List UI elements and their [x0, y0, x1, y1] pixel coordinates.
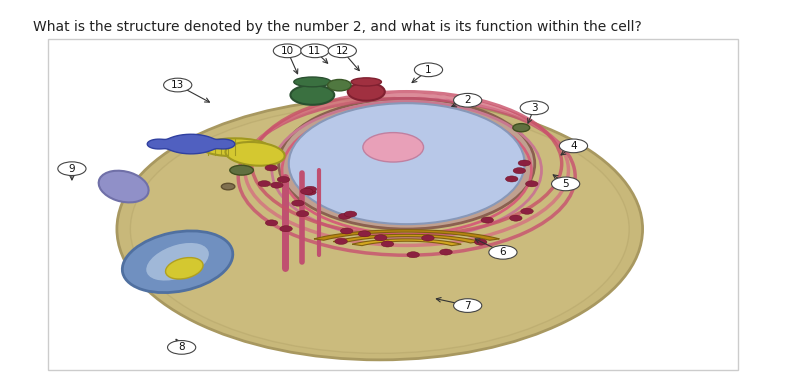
Circle shape — [278, 177, 290, 183]
Text: 11: 11 — [308, 46, 322, 56]
FancyBboxPatch shape — [49, 39, 738, 370]
Ellipse shape — [513, 124, 530, 132]
Circle shape — [506, 176, 518, 182]
Polygon shape — [333, 234, 480, 243]
Circle shape — [344, 211, 357, 217]
Circle shape — [551, 177, 580, 191]
Circle shape — [167, 340, 196, 354]
Circle shape — [340, 228, 353, 234]
Circle shape — [358, 231, 370, 237]
Text: 2: 2 — [464, 95, 471, 105]
Circle shape — [474, 239, 487, 245]
Circle shape — [338, 213, 351, 219]
Circle shape — [382, 241, 394, 247]
Ellipse shape — [278, 98, 534, 229]
Circle shape — [265, 165, 278, 171]
Ellipse shape — [289, 103, 525, 224]
Circle shape — [454, 93, 482, 107]
Circle shape — [304, 186, 317, 192]
Circle shape — [335, 238, 347, 244]
Ellipse shape — [230, 165, 254, 175]
Circle shape — [513, 168, 526, 174]
Ellipse shape — [290, 85, 334, 105]
Circle shape — [274, 44, 302, 58]
Circle shape — [520, 101, 548, 115]
Text: 10: 10 — [281, 46, 294, 56]
Ellipse shape — [294, 77, 331, 87]
Circle shape — [301, 188, 313, 195]
Circle shape — [296, 211, 309, 217]
Circle shape — [407, 252, 419, 258]
Circle shape — [258, 181, 270, 187]
Ellipse shape — [122, 231, 233, 293]
Circle shape — [292, 200, 304, 206]
Circle shape — [270, 182, 283, 188]
Circle shape — [521, 208, 534, 214]
Ellipse shape — [351, 78, 382, 86]
Circle shape — [266, 220, 278, 226]
Text: 4: 4 — [570, 141, 577, 151]
Circle shape — [481, 217, 494, 223]
Text: 7: 7 — [464, 301, 471, 311]
Ellipse shape — [130, 105, 629, 354]
Text: 5: 5 — [562, 179, 569, 189]
Ellipse shape — [117, 98, 642, 360]
Circle shape — [414, 63, 442, 77]
Circle shape — [440, 249, 452, 255]
Ellipse shape — [327, 79, 351, 91]
Circle shape — [301, 44, 329, 58]
Text: What is the structure denoted by the number 2, and what is its function within t: What is the structure denoted by the num… — [33, 20, 642, 34]
Text: 13: 13 — [171, 80, 184, 90]
Ellipse shape — [222, 183, 235, 190]
Text: 3: 3 — [531, 103, 538, 113]
Polygon shape — [352, 239, 462, 246]
Circle shape — [328, 44, 356, 58]
Circle shape — [510, 215, 522, 221]
Circle shape — [374, 235, 387, 241]
Circle shape — [304, 189, 316, 195]
Circle shape — [280, 226, 292, 232]
Circle shape — [489, 246, 517, 259]
Ellipse shape — [166, 258, 203, 279]
Ellipse shape — [201, 138, 269, 156]
Ellipse shape — [98, 171, 149, 202]
Text: 8: 8 — [178, 342, 185, 352]
Text: 9: 9 — [69, 164, 75, 173]
Circle shape — [526, 181, 538, 187]
Ellipse shape — [146, 242, 210, 281]
Circle shape — [518, 160, 530, 166]
Circle shape — [58, 162, 86, 175]
Polygon shape — [147, 134, 235, 154]
Text: 1: 1 — [425, 65, 432, 75]
Text: 12: 12 — [336, 46, 349, 56]
Circle shape — [164, 78, 192, 92]
Circle shape — [422, 235, 434, 241]
Circle shape — [454, 299, 482, 313]
Ellipse shape — [363, 133, 423, 162]
Polygon shape — [314, 230, 499, 240]
Ellipse shape — [226, 142, 285, 166]
Circle shape — [559, 139, 587, 153]
Ellipse shape — [348, 83, 385, 101]
Text: 6: 6 — [500, 247, 506, 257]
